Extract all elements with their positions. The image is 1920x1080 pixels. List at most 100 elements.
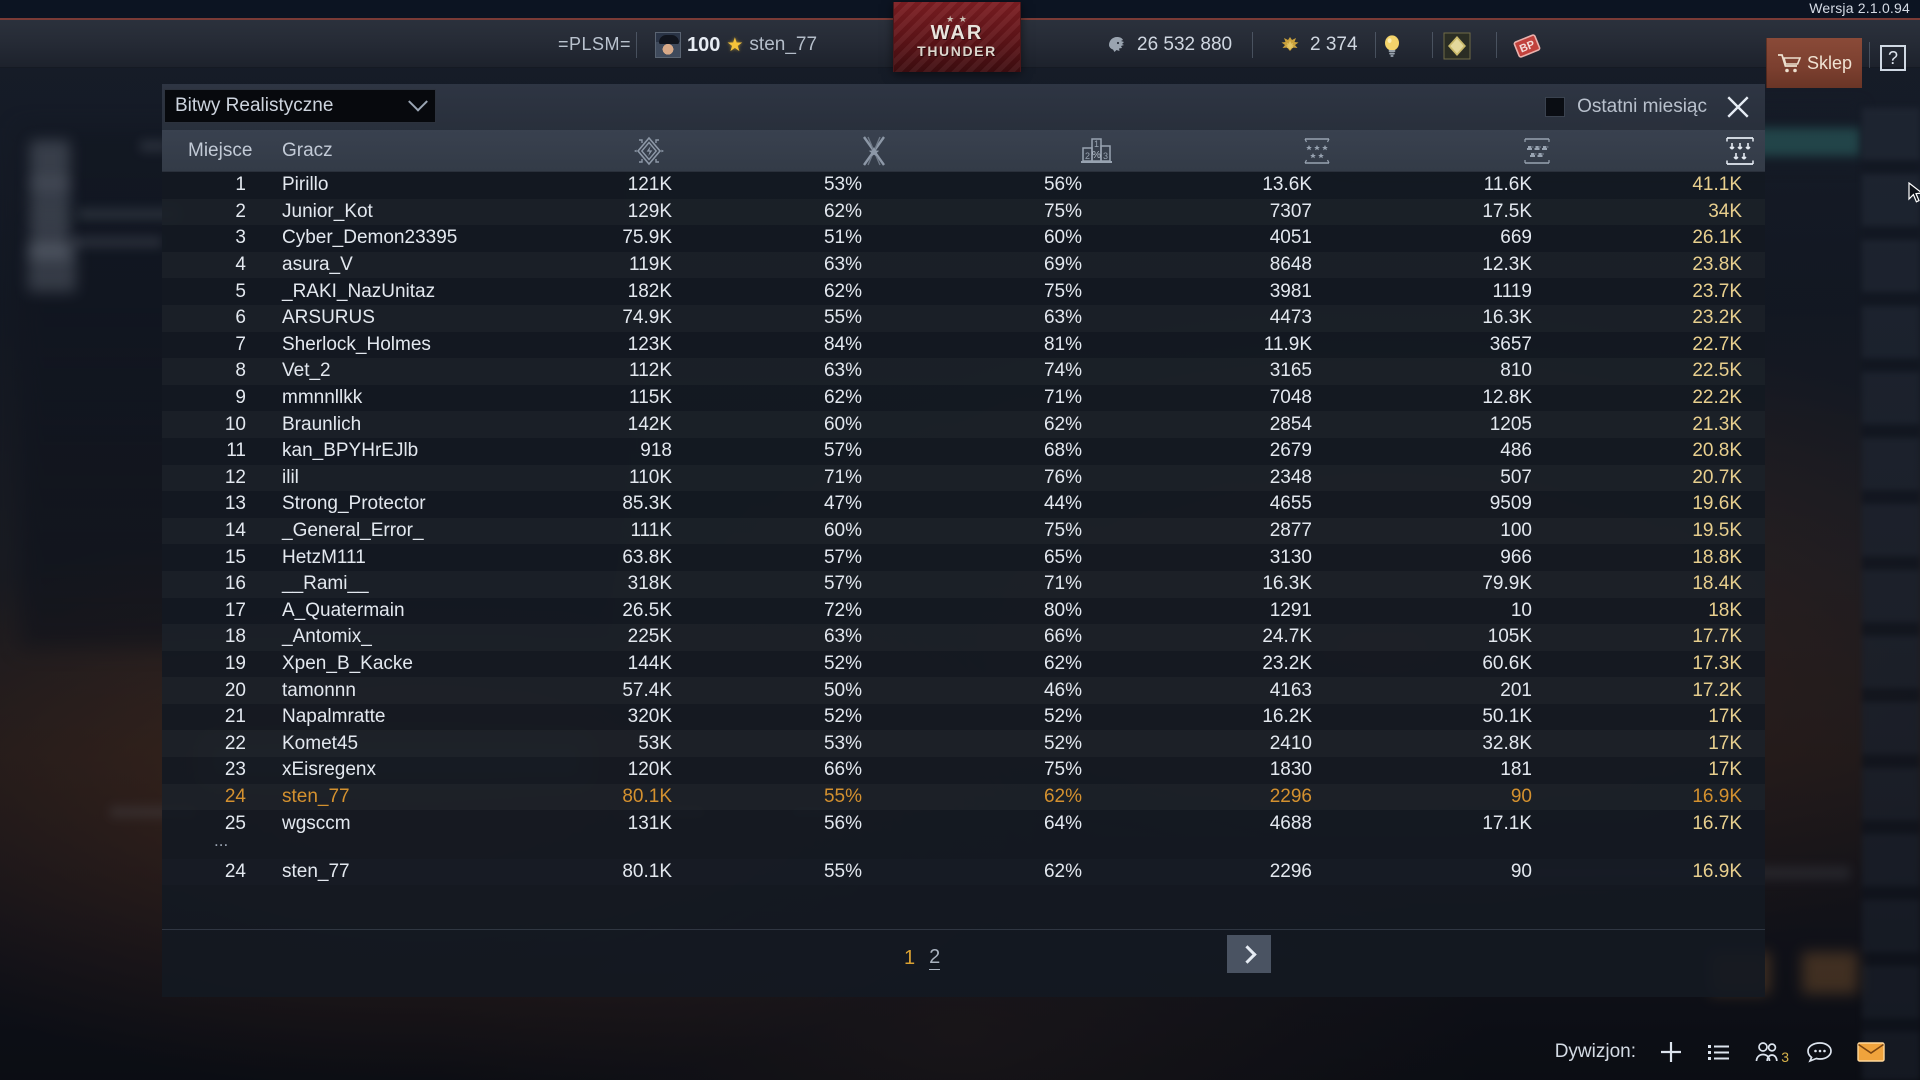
cell-player: ARSURUS (282, 307, 375, 329)
cell-ground-kills: 10 (1510, 599, 1532, 621)
table-row[interactable]: 24 sten_77 80.1K 55% 62% 2296 90 16.9K (162, 859, 1765, 886)
column-header-air-kills[interactable] (1295, 130, 1339, 172)
game-mode-select[interactable]: Bitwy Realistyczne (164, 89, 436, 123)
table-row[interactable]: 14 _General_Error_ 111K 60% 75% 2877 100 19.5K (162, 518, 1765, 545)
logo-line-war: WAR (930, 22, 984, 44)
cell-deaths: 22.5K (1692, 360, 1742, 382)
top-bar: =PLSM= 100 ★ sten_77 ★ ★ WAR THUNDER 26 … (0, 2, 1920, 88)
cell-rank: 4 (235, 254, 246, 276)
cell-winrate-air: 62% (823, 387, 862, 409)
cell-winrate-ground: 62% (1043, 861, 1082, 883)
table-row[interactable]: 3 Cyber_Demon23395 75.9K 51% 60% 4051 669 26.1K (162, 225, 1765, 252)
cell-air-kills: 4163 (1269, 679, 1312, 701)
mail-envelope-icon[interactable] (1856, 1040, 1886, 1064)
plus-icon[interactable] (1658, 1039, 1684, 1065)
avatar-icon (655, 32, 681, 58)
cell-air-kills: 11.9K (1263, 333, 1312, 355)
table-row[interactable]: 9 mmnnllkk 115K 62% 71% 7048 12.8K 22.2K (162, 385, 1765, 412)
cell-rank: 2 (235, 200, 246, 222)
help-button[interactable]: ? (1876, 42, 1910, 74)
page-link-2[interactable]: 2 (929, 946, 941, 971)
table-row[interactable]: 16 __Rami__ 318K 57% 71% 16.3K 79.9K 18.4K (162, 571, 1765, 598)
background-decor (30, 140, 70, 186)
cell-rank: 8 (235, 360, 246, 382)
background-decor (72, 236, 162, 248)
cell-score: 57.4K (622, 679, 672, 701)
cell-winrate-ground: 75% (1043, 520, 1082, 542)
lightbulb-icon[interactable] (1378, 32, 1406, 60)
table-row[interactable]: 4 asura_V 119K 63% 69% 8648 12.3K 23.8K (162, 252, 1765, 279)
cell-winrate-air: 55% (823, 861, 862, 883)
last-month-checkbox[interactable] (1545, 97, 1566, 117)
ellipsis-separator: ... (162, 831, 1765, 859)
cell-winrate-air: 55% (823, 785, 862, 807)
cell-winrate-ground: 65% (1043, 546, 1082, 568)
table-row-self[interactable]: 24 sten_77 80.1K 55% 62% 2296 90 16.9K (162, 784, 1765, 811)
last-month-filter[interactable]: Ostatni miesiąc (1545, 93, 1707, 121)
table-row[interactable]: 5 _RAKI_NazUnitaz 182K 62% 75% 3981 1119 23.7K (162, 278, 1765, 305)
column-header-ground-kills[interactable] (1515, 130, 1559, 172)
cell-air-kills: 16.3K (1262, 573, 1312, 595)
table-row[interactable]: 23 xEisregenx 120K 66% 75% 1830 181 17K (162, 757, 1765, 784)
golden-eagles-currency[interactable]: 2 374 (1278, 34, 1358, 56)
shop-button[interactable]: Sklep (1766, 38, 1862, 88)
cell-air-kills: 8648 (1269, 254, 1312, 276)
cell-player: _RAKI_NazUnitaz (282, 280, 436, 302)
friends-icon[interactable]: 3 (1754, 1040, 1789, 1065)
cell-player: tamonnn (282, 679, 356, 701)
cell-rank: 9 (235, 387, 246, 409)
table-row[interactable]: 19 Xpen_B_Kacke 144K 52% 62% 23.2K 60.6K 17.3K (162, 651, 1765, 678)
cell-player: HetzM111 (282, 546, 366, 568)
column-header-winrate-air[interactable] (852, 130, 896, 172)
warbond-diamond-icon[interactable] (1440, 32, 1474, 60)
table-row[interactable]: 25 wgsccm 131K 56% 64% 4688 17.1K 16.7K (162, 810, 1765, 837)
table-row[interactable]: 8 Vet_2 112K 63% 74% 3165 810 22.5K (162, 358, 1765, 385)
cell-player: ilil (282, 466, 299, 488)
table-row[interactable]: 12 ilil 110K 71% 76% 2348 507 20.7K (162, 465, 1765, 492)
cell-rank: 20 (224, 679, 246, 701)
table-row[interactable]: 7 Sherlock_Holmes 123K 84% 81% 11.9K 3657 22.7K (162, 332, 1765, 359)
cell-air-kills: 16.2K (1262, 706, 1312, 728)
table-row[interactable]: 13 Strong_Protector 85.3K 47% 44% 4655 9509 19.… (162, 491, 1765, 518)
table-row[interactable]: 11 kan_BPYHrEJlb 918 57% 68% 2679 486 20.8K (162, 438, 1765, 465)
cell-score: 112K (629, 360, 672, 382)
next-page-button[interactable] (1227, 935, 1271, 974)
battlepass-bp-icon[interactable]: BP (1510, 32, 1544, 60)
column-header-player[interactable]: Gracz (282, 140, 333, 161)
cell-winrate-ground: 62% (1043, 413, 1082, 435)
self-highlight-row[interactable]: 24 sten_77 80.1K 55% 62% 2296 90 16.9K (162, 858, 1765, 886)
cell-air-kills: 23.2K (1262, 652, 1312, 674)
silver-lions-currency[interactable]: 26 532 880 (1105, 34, 1232, 56)
column-header-winrate-ground[interactable]: % 2 3 1 (1074, 130, 1118, 172)
table-row[interactable]: 6 ARSURUS 74.9K 55% 63% 4473 16.3K 23.2K (162, 305, 1765, 332)
cell-deaths: 16.7K (1692, 812, 1742, 834)
cell-winrate-air: 60% (823, 413, 862, 435)
table-row[interactable]: 15 HetzM111 63.8K 57% 65% 3130 966 18.8K (162, 544, 1765, 571)
cell-rank: 22 (224, 732, 246, 754)
table-row[interactable]: 20 tamonnn 57.4K 50% 46% 4163 201 17.2K (162, 677, 1765, 704)
table-row[interactable]: 21 Napalmratte 320K 52% 52% 16.2K 50.1K 17K (162, 704, 1765, 731)
cell-winrate-ground: 75% (1043, 200, 1082, 222)
cell-deaths: 26.1K (1692, 227, 1742, 249)
column-header-deaths[interactable] (1718, 130, 1762, 172)
version-text: Wersja 2.1.0.94 (1809, 0, 1910, 16)
table-row[interactable]: 17 A_Quatermain 26.5K 72% 80% 1291 10 18K (162, 598, 1765, 625)
cell-winrate-ground: 71% (1043, 387, 1082, 409)
list-icon[interactable] (1706, 1041, 1732, 1063)
player-profile[interactable]: 100 ★ sten_77 (655, 28, 817, 62)
column-header-rank[interactable]: Miejsce (188, 140, 253, 161)
chat-bubble-icon[interactable] (1806, 1040, 1834, 1064)
cell-score: 129K (627, 200, 672, 222)
table-row[interactable]: 22 Komet45 53K 53% 52% 2410 32.8K 17K (162, 730, 1765, 757)
table-row[interactable]: 2 Junior_Kot 129K 62% 75% 7307 17.5K 34K (162, 199, 1765, 226)
table-row[interactable]: 10 Braunlich 142K 60% 62% 2854 1205 21.3K (162, 411, 1765, 438)
cell-winrate-air: 66% (823, 759, 862, 781)
cell-winrate-air: 50% (823, 679, 862, 701)
cell-deaths: 16.9K (1692, 861, 1742, 883)
table-row[interactable]: 18 _Antomix_ 225K 63% 66% 24.7K 105K 17.7K (162, 624, 1765, 651)
close-icon[interactable] (1721, 90, 1755, 124)
page-link-1[interactable]: 1 (904, 946, 916, 969)
column-header-score[interactable] (627, 130, 671, 172)
table-row[interactable]: 1 Pirillo 121K 53% 56% 13.6K 11.6K 41.1K (162, 172, 1765, 199)
cell-score: 85.3K (622, 493, 672, 515)
